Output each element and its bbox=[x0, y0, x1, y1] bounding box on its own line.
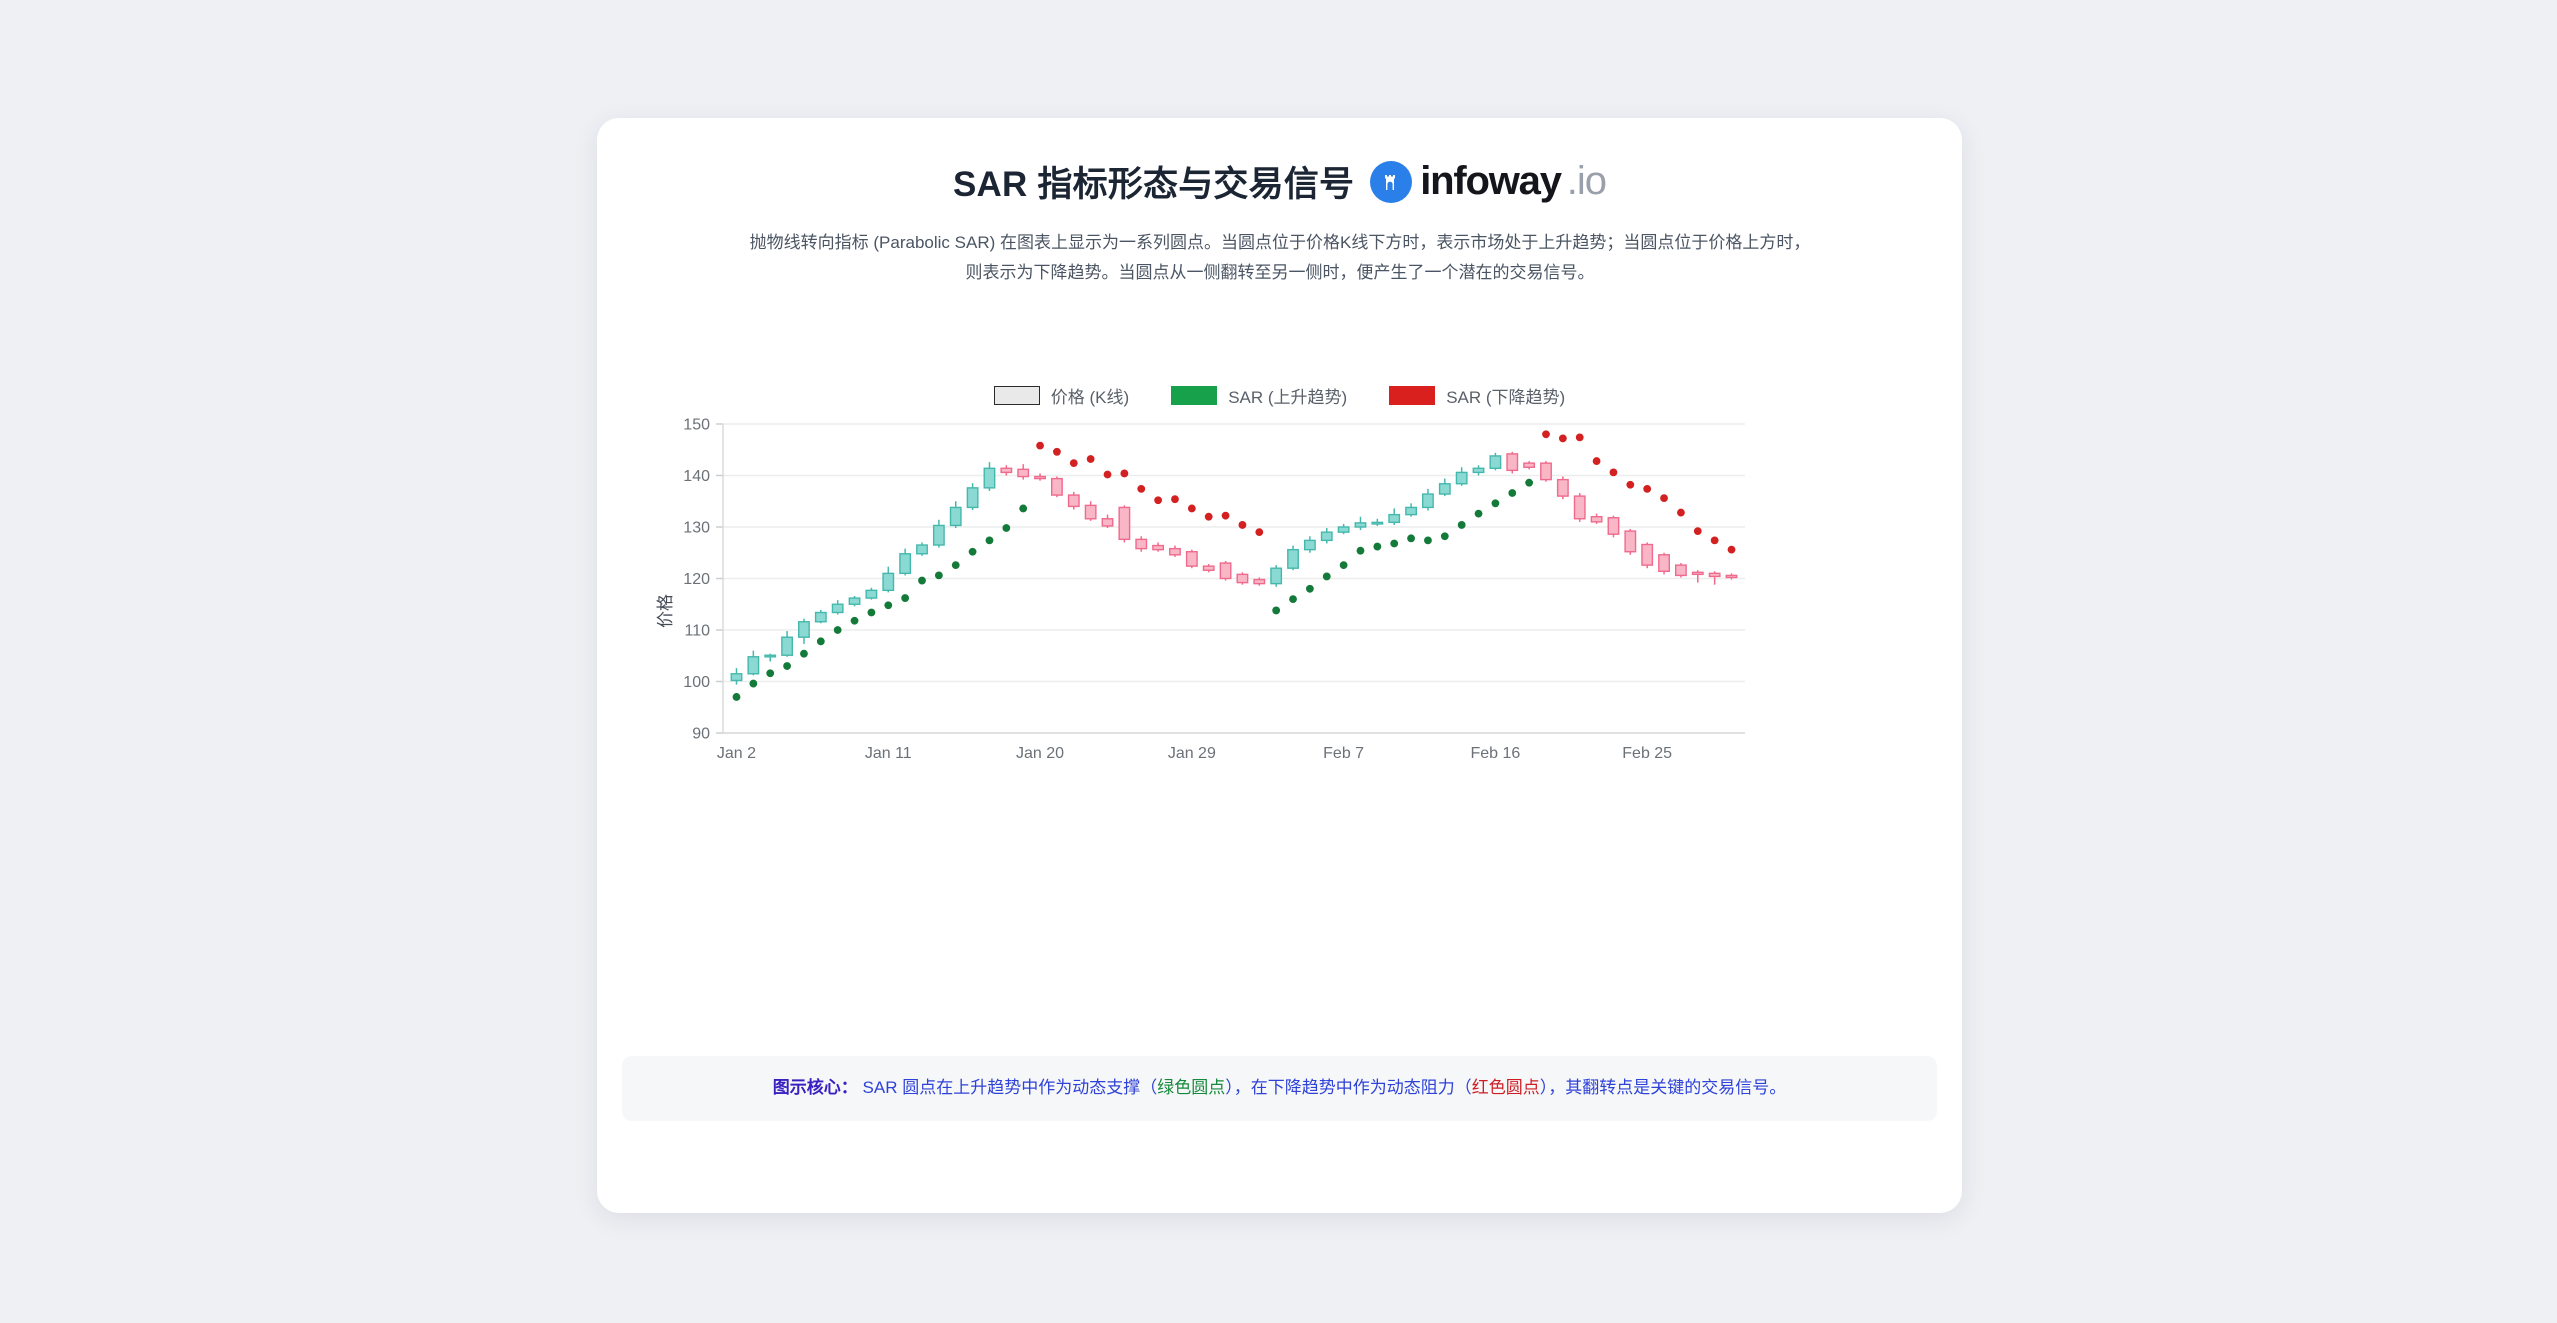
svg-text:130: 130 bbox=[683, 520, 710, 537]
chart-plot-area: 价格 90 100 110 120 130 140 150 Jan 2 Jan 11 Jan 20… bbox=[597, 408, 1962, 758]
svg-text:150: 150 bbox=[683, 417, 710, 434]
svg-text:Jan 2: Jan 2 bbox=[717, 745, 756, 758]
legend-swatch-sar-down-icon bbox=[1389, 386, 1436, 405]
legend-label-price: 价格 (K线) bbox=[1050, 388, 1130, 407]
header-title-row: SAR 指标形态与交易信号 infoway .io bbox=[597, 156, 1962, 207]
legend-item-sar-down[interactable]: SAR (下降趋势) bbox=[1389, 383, 1565, 408]
legend-item-price[interactable]: 价格 (K线) bbox=[993, 383, 1130, 408]
chart-description: 抛物线转向指标 (Parabolic SAR) 在图表上显示为一系列圆点。当圆点… bbox=[749, 233, 1811, 282]
svg-text:Feb 25: Feb 25 bbox=[1622, 745, 1672, 758]
note-part3: ），其翻转点是关键的交易信号。 bbox=[1539, 1078, 1787, 1097]
footer-note: 图示核心： SAR 圆点在上升趋势中作为动态支撑（绿色圆点），在下降趋势中作为动… bbox=[622, 1056, 1937, 1121]
castle-tower-icon bbox=[1370, 160, 1413, 203]
note-lead: 图示核心： bbox=[772, 1078, 858, 1097]
legend-item-sar-up[interactable]: SAR (上升趋势) bbox=[1171, 383, 1347, 408]
svg-text:100: 100 bbox=[683, 674, 710, 691]
note-red-highlight: 红色圆点 bbox=[1471, 1078, 1540, 1097]
chart-card: SAR 指标形态与交易信号 infoway .io 抛物线转向指标 (Parab… bbox=[597, 118, 1962, 1213]
note-green-highlight: 绿色圆点 bbox=[1157, 1078, 1226, 1097]
svg-text:Jan 29: Jan 29 bbox=[1168, 745, 1216, 758]
brand-name: infoway bbox=[1420, 159, 1562, 203]
brand-tld: .io bbox=[1566, 159, 1607, 203]
chart-legend: 价格 (K线) SAR (上升趋势) SAR (下降趋势) bbox=[597, 383, 1962, 408]
brand-logo: infoway .io bbox=[1370, 159, 1607, 204]
svg-text:120: 120 bbox=[683, 571, 710, 588]
svg-text:110: 110 bbox=[684, 623, 710, 640]
svg-text:Jan 20: Jan 20 bbox=[1016, 745, 1064, 758]
legend-swatch-sar-up-icon bbox=[1171, 386, 1218, 405]
svg-text:90: 90 bbox=[692, 726, 710, 743]
note-part2: ），在下降趋势中作为动态阻力（ bbox=[1225, 1078, 1472, 1097]
svg-text:140: 140 bbox=[683, 468, 710, 485]
candlestick-chart: 90 100 110 120 130 140 150 Jan 2 Jan 11 Jan 20 Jan… bbox=[683, 417, 1745, 758]
legend-label-sar-down: SAR (下降趋势) bbox=[1446, 388, 1566, 407]
legend-swatch-price-icon bbox=[993, 386, 1040, 405]
svg-text:Jan 11: Jan 11 bbox=[865, 745, 912, 758]
legend-label-sar-up: SAR (上升趋势) bbox=[1228, 388, 1348, 407]
note-part1: SAR 圆点在上升趋势中作为动态支撑（ bbox=[857, 1078, 1158, 1097]
svg-text:Feb 7: Feb 7 bbox=[1323, 745, 1364, 758]
page-title: SAR 指标形态与交易信号 bbox=[953, 165, 1355, 204]
svg-text:Feb 16: Feb 16 bbox=[1470, 745, 1520, 758]
